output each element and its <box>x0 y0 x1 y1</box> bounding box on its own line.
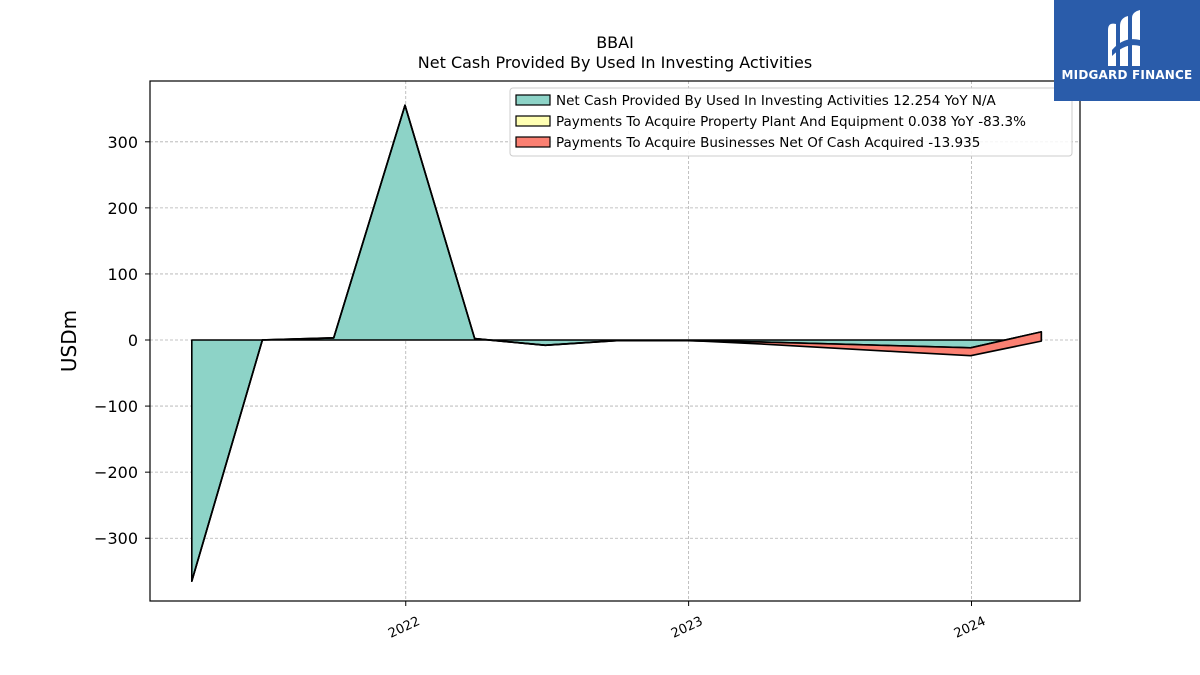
legend-box <box>509 87 1073 157</box>
y-tick-label: 300 <box>107 133 138 152</box>
y-tick-label: −100 <box>94 397 138 416</box>
midgard-logo-icon <box>1108 10 1140 67</box>
x-axis: 2022 2023 2024 <box>386 601 988 642</box>
y-axis: −300 −200 −100 0 100 200 300 <box>94 133 150 548</box>
y-tick-label: 100 <box>107 265 138 284</box>
series-layer <box>191 104 1043 582</box>
legend-entry: Payments To Acquire Businesses Net Of Ca… <box>556 135 980 151</box>
logo-text: MIDGARD FINANCE <box>1061 68 1193 82</box>
legend-swatch <box>515 136 551 148</box>
chart-title: BBAI <box>596 33 634 52</box>
x-tick-label: 2022 <box>386 614 422 642</box>
plot-frame <box>149 80 1081 602</box>
series-area <box>191 104 1043 582</box>
x-tick-label: 2023 <box>669 614 705 642</box>
series-area <box>191 104 1043 582</box>
chart-subtitle: Net Cash Provided By Used In Investing A… <box>418 53 812 72</box>
y-tick-label: −200 <box>94 463 138 482</box>
y-axis-label: USDm <box>57 310 81 372</box>
y-tick-label: −300 <box>94 529 138 548</box>
legend-swatch <box>515 115 551 127</box>
legend-entry: Payments To Acquire Property Plant And E… <box>556 114 1026 130</box>
y-tick-label: 200 <box>107 199 138 218</box>
legend-swatch <box>515 94 551 106</box>
midgard-finance-logo: MIDGARD FINANCE <box>1054 0 1200 101</box>
legend-entry: Net Cash Provided By Used In Investing A… <box>556 93 997 109</box>
y-tick-label: 0 <box>128 331 138 350</box>
x-tick-label: 2024 <box>952 614 988 642</box>
legend: Net Cash Provided By Used In Investing A… <box>509 87 1073 157</box>
